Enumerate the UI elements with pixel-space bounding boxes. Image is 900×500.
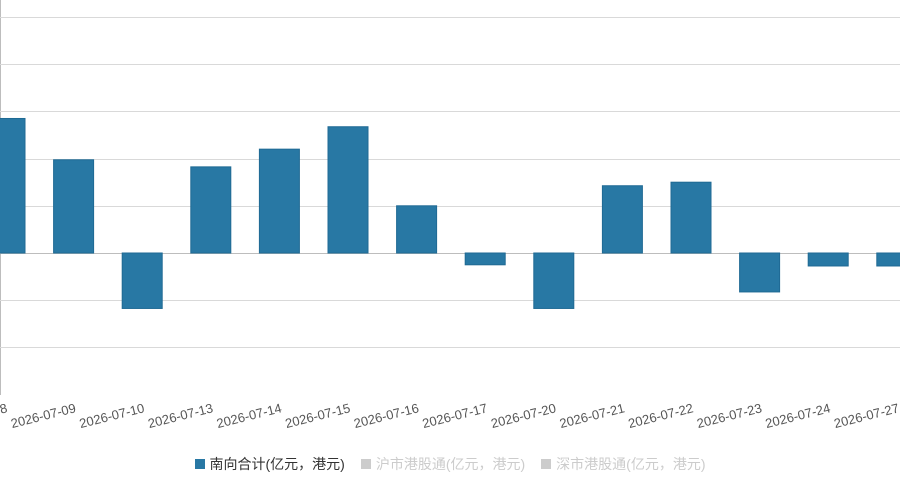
x-tick-label: 2026-07-24 bbox=[764, 400, 832, 431]
x-tick-label: 2026-07-21 bbox=[558, 400, 626, 431]
bar-2026-07-21[interactable] bbox=[601, 185, 643, 254]
bar-layer bbox=[0, 117, 900, 309]
grid-layer bbox=[0, 0, 900, 395]
bar-2026-07-24[interactable] bbox=[807, 252, 849, 267]
bar-2026-07-27[interactable] bbox=[876, 252, 900, 267]
x-tick-label: 2026-07-27 bbox=[832, 400, 900, 431]
legend: 南向合计(亿元，港元) 沪市港股通(亿元，港元) 深市港股通(亿元，港元) bbox=[0, 452, 900, 476]
legend-swatch-southbound-total bbox=[194, 459, 205, 469]
bar-2026-07-15[interactable] bbox=[327, 126, 369, 254]
legend-swatch-shenzhen-connect bbox=[541, 459, 552, 469]
bar-2026-07-23[interactable] bbox=[739, 252, 781, 293]
bar-2026-07-20[interactable] bbox=[533, 252, 575, 309]
legend-swatch-shanghai-connect bbox=[360, 459, 371, 469]
bar-2026-07-17[interactable] bbox=[464, 252, 506, 266]
legend-item-southbound-total[interactable]: 南向合计(亿元，港元) bbox=[194, 454, 345, 474]
x-tick-label: 2026-07-14 bbox=[215, 400, 283, 431]
x-axis-labels: 2026-07-08 2026-07-09 2026-07-10 2026-07-13… bbox=[0, 400, 900, 431]
legend-label-shenzhen-connect: 深市港股通(亿元，港元) bbox=[556, 456, 706, 472]
bar-2026-07-08[interactable] bbox=[0, 117, 26, 254]
x-tick-label: 2026-07-16 bbox=[352, 400, 420, 431]
x-tick-label: 2026-07-23 bbox=[695, 400, 763, 431]
bar-2026-07-22[interactable] bbox=[670, 181, 712, 254]
legend-label-southbound-total: 南向合计(亿元，港元) bbox=[209, 456, 345, 472]
x-tick-label: 2026-07-10 bbox=[78, 400, 146, 431]
x-tick-label: 2026-07-09 bbox=[9, 400, 77, 431]
legend-item-shenzhen-connect[interactable]: 深市港股通(亿元，港元) bbox=[541, 454, 705, 474]
bar-2026-07-09[interactable] bbox=[53, 159, 95, 254]
bar-2026-07-14[interactable] bbox=[258, 148, 300, 254]
x-tick-label: 2026-07-22 bbox=[627, 400, 695, 431]
bar-2026-07-10[interactable] bbox=[121, 252, 163, 309]
x-tick-label: 2026-07-17 bbox=[421, 400, 489, 431]
legend-label-shanghai-connect: 沪市港股通(亿元，港元) bbox=[375, 456, 526, 472]
bar-2026-07-16[interactable] bbox=[396, 205, 438, 254]
x-tick-label: 2026-07-20 bbox=[489, 400, 557, 431]
x-tick-label: 2026-07-08 bbox=[0, 400, 9, 431]
x-tick-label: 2026-07-13 bbox=[146, 400, 214, 431]
x-tick-label: 2026-07-15 bbox=[284, 400, 352, 431]
legend-item-shanghai-connect[interactable]: 沪市港股通(亿元，港元) bbox=[360, 454, 526, 474]
bar-2026-07-13[interactable] bbox=[190, 166, 232, 254]
